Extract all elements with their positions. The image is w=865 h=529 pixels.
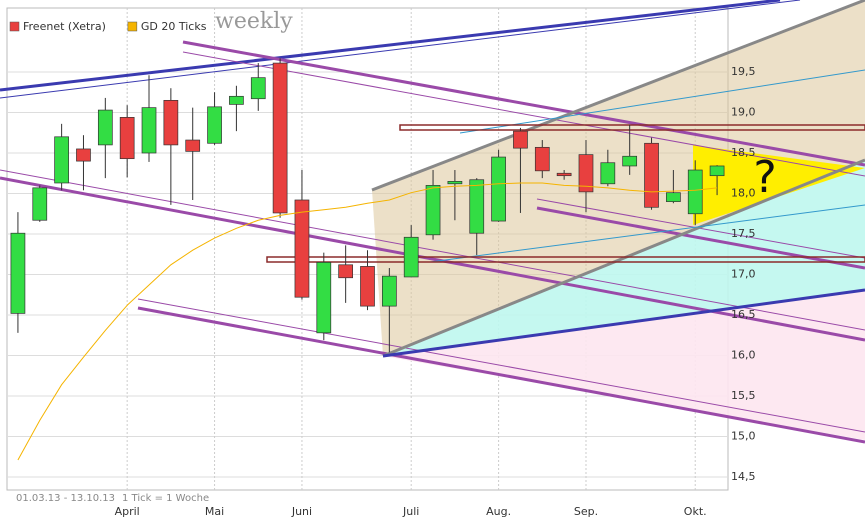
candle-body [54, 136, 69, 184]
y-tick-label: 14,5 [731, 470, 756, 483]
candle-body [76, 148, 91, 162]
candle-body [272, 62, 288, 214]
chart-title: weekly [215, 9, 293, 34]
candle-body [687, 169, 703, 215]
candle-body [447, 181, 463, 185]
legend-label: Freenet (Xetra) [23, 20, 106, 33]
trend-line [536, 198, 865, 259]
trend-line [0, 169, 865, 331]
annotation: ? [753, 152, 776, 203]
candle-body [119, 117, 135, 160]
date-range: 01.03.13 - 13.10.13 [16, 493, 115, 504]
candle-body [294, 199, 310, 298]
trend-line [182, 40, 865, 167]
support-line [266, 256, 865, 263]
candle-body [381, 275, 397, 307]
candle-body [10, 232, 26, 314]
x-tick-label: Sep. [574, 505, 598, 518]
candle-body [709, 165, 725, 177]
yellow-zone [693, 145, 865, 225]
trend-line [137, 306, 865, 444]
x-tick-label: Aug. [486, 505, 511, 518]
line [17, 182, 718, 461]
trend-line [137, 298, 865, 433]
trend-line [459, 69, 865, 134]
x-tick-label: Juni [291, 505, 312, 518]
x-tick-label: Okt. [684, 505, 707, 518]
candle-body [425, 185, 441, 236]
trend-line [382, 158, 865, 358]
candle-body [360, 266, 375, 307]
trend-line [429, 204, 865, 263]
candle-body [578, 154, 594, 193]
y-tick-label: 16,5 [731, 308, 756, 321]
x-tick-label: Mai [205, 505, 224, 518]
candle-body [141, 107, 157, 154]
y-tick-label: 18,5 [731, 146, 756, 159]
y-tick-label: 17,0 [731, 268, 756, 281]
marks [10, 58, 725, 461]
candle-body [163, 99, 179, 146]
candle-body [469, 179, 485, 234]
y-tick-label: 16,0 [731, 349, 756, 362]
candle-body [622, 155, 638, 167]
y-tick-label: 19,0 [731, 106, 756, 119]
y-tick-label: 17,5 [731, 227, 756, 240]
y-tick-label: 18,0 [731, 187, 756, 200]
trend-line [382, 288, 865, 358]
trend-line [536, 206, 865, 270]
candle-body [316, 262, 332, 334]
x-tick-label: April [115, 505, 140, 518]
y-tick-label: 15,5 [731, 389, 756, 402]
candle-body [403, 236, 419, 278]
candle-body [97, 109, 113, 146]
candle-body [513, 130, 528, 149]
trend-line [0, 0, 781, 92]
candle-body [556, 172, 572, 177]
candle-body [644, 142, 659, 208]
candle-body [666, 192, 681, 202]
drawings [0, 0, 865, 444]
candle-body [229, 95, 244, 105]
legend-swatch [127, 21, 138, 32]
candle-body [250, 77, 266, 100]
trend-line [371, 0, 865, 192]
candle-body [338, 264, 354, 279]
legend-label: GD 20 Ticks [141, 20, 207, 33]
trend-line [0, 0, 801, 99]
trend-line [0, 176, 865, 342]
candle-body [491, 156, 506, 222]
candle-body [185, 139, 201, 152]
legend: Freenet (Xetra) GD 20 Ticks [9, 20, 207, 33]
candle-body [32, 187, 48, 221]
candle-body [600, 162, 616, 185]
legend-swatch [9, 21, 20, 32]
x-tick-label: Juli [402, 505, 419, 518]
y-tick-label: 19,5 [731, 65, 756, 78]
pink-zone [383, 290, 865, 440]
candle-body [534, 146, 550, 172]
note: 1 Tick = 1 Woche [122, 493, 209, 504]
trend-line [182, 51, 865, 177]
resistance-line [399, 124, 865, 131]
candle-body [207, 106, 222, 144]
y-tick-label: 15,0 [731, 430, 756, 443]
